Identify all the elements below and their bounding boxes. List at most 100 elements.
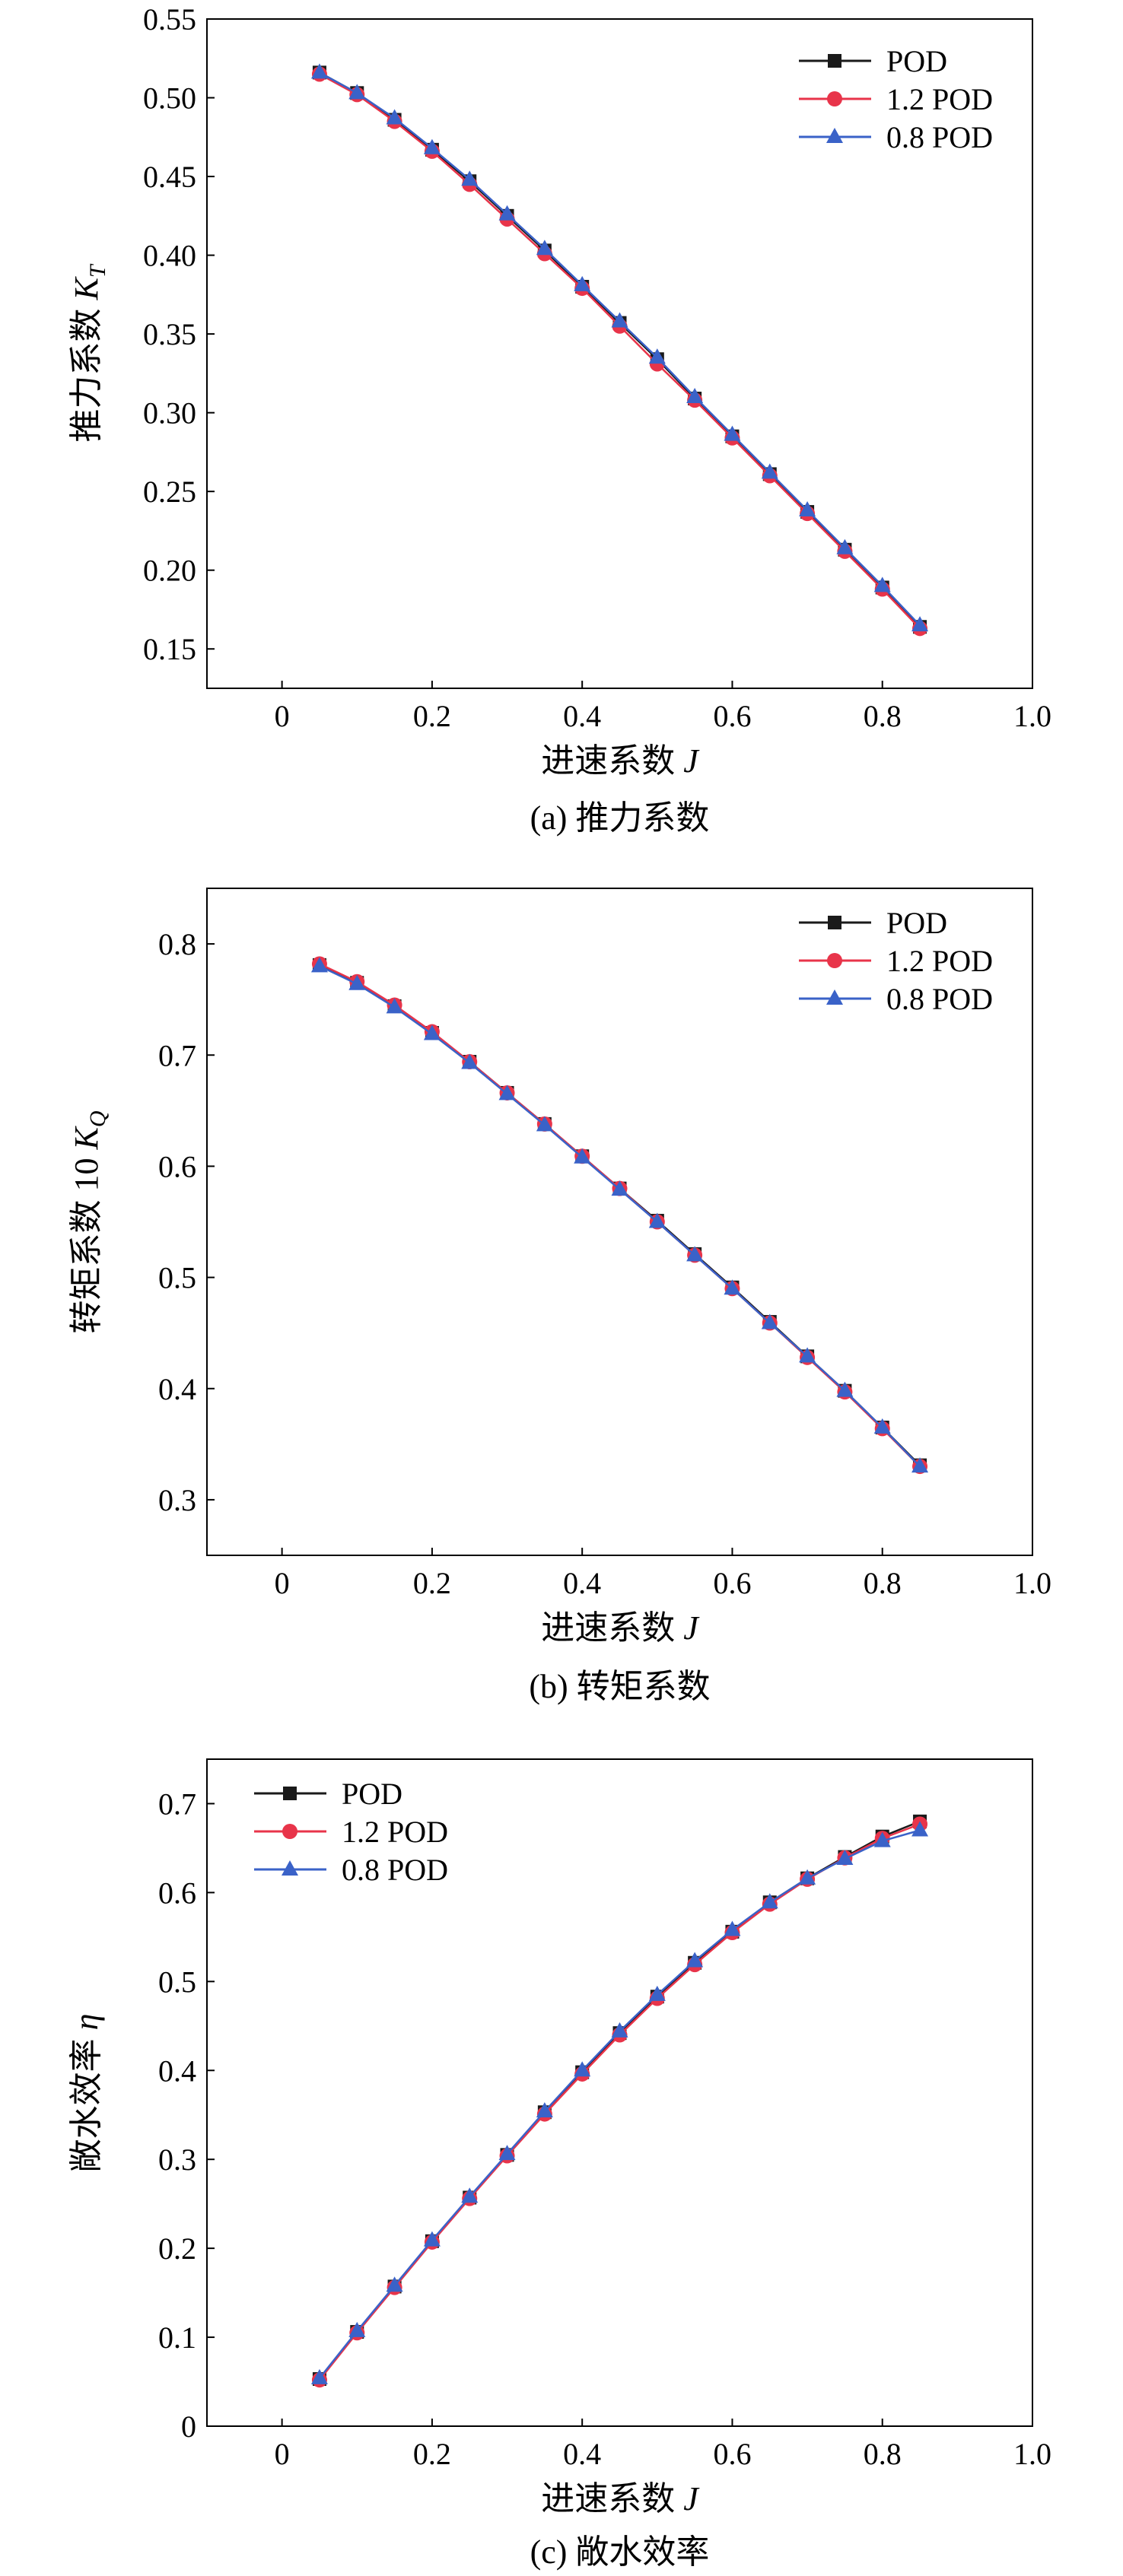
y-tick-label: 0.4 (158, 1372, 196, 1406)
y-tick-label: 0.7 (158, 1038, 196, 1072)
data-point (386, 2276, 403, 2292)
x-tick-label: 0 (275, 2437, 290, 2471)
x-tick-label: 0.8 (864, 2437, 902, 2471)
legend-label: POD (342, 1777, 402, 1811)
data-point (724, 425, 741, 441)
data-point (498, 2145, 516, 2161)
data-point (536, 2102, 553, 2118)
x-tick-label: 0.6 (713, 2437, 751, 2471)
chart-panel-a: 0 0.2 0.4 0.6 0.8 1.0 0.15 0.20 0.25 0.30 0.35 0.40… (68, 2, 1051, 837)
data-point (536, 1116, 553, 1132)
panel-caption: (c) 敞水效率 (530, 2533, 710, 2571)
data-point (574, 2061, 591, 2077)
legend-marker (282, 1860, 298, 1876)
legend-label: 0.8 POD (886, 982, 993, 1016)
legend-marker (283, 1787, 297, 1800)
data-point (761, 1313, 778, 1329)
data-point (873, 1418, 891, 1434)
data-point (423, 138, 441, 154)
plot-frame (206, 1758, 1033, 2427)
y-tick-label: 0.45 (143, 160, 196, 194)
legend-marker (827, 91, 842, 106)
x-tick-label: 0.4 (563, 699, 601, 733)
data-point (761, 1893, 778, 1909)
data-point (461, 1053, 479, 1069)
series-1-2-pod (311, 1816, 928, 2388)
legend-marker (827, 953, 842, 968)
data-point (310, 2368, 328, 2384)
data-point (873, 1831, 891, 1847)
data-point (310, 63, 328, 79)
series-pod (312, 958, 927, 1472)
series-line (319, 964, 921, 1466)
chart-panel-c: 0 0.2 0.4 0.6 0.8 1.0 0 0.1 0.2 0.3 0.4 0.5 0.6 0.7 PO… (68, 1758, 1051, 2571)
legend-marker (826, 128, 843, 143)
y-axis-label: 转矩系数 10 KQ (68, 1110, 110, 1333)
series-line (319, 71, 921, 627)
data-point (536, 240, 553, 256)
chart-panel-b: 0 0.2 0.4 0.6 0.8 1.0 0.3 0.4 0.5 0.6 0.7 0.8 POD 1.2… (68, 888, 1051, 1705)
data-point (310, 957, 328, 973)
legend-label: 1.2 POD (886, 82, 993, 116)
data-point (648, 1212, 666, 1228)
legend-marker (828, 916, 841, 929)
y-tick-label: 0.3 (158, 2142, 196, 2177)
y-tick-label: 0.35 (143, 317, 196, 351)
data-point (799, 1869, 816, 1885)
x-tick-label: 1.0 (1013, 2437, 1051, 2471)
legend-label: 1.2 POD (886, 944, 993, 978)
legend-marker (282, 1824, 297, 1839)
x-tick-label: 0.2 (413, 1566, 451, 1600)
series-line (319, 965, 921, 1467)
y-tick-label: 0.20 (143, 554, 196, 588)
data-point (911, 1821, 929, 1837)
data-point (648, 348, 666, 364)
y-tick-label: 0.5 (158, 1965, 196, 1999)
data-point (574, 275, 591, 291)
y-tick-label: 0.15 (143, 632, 196, 666)
x-tick-label: 1.0 (1013, 699, 1051, 733)
data-point (498, 1085, 516, 1101)
y-tick-label: 0.4 (158, 2053, 196, 2088)
data-point (873, 577, 891, 592)
plot-frame (206, 18, 1033, 689)
data-point (686, 387, 704, 403)
y-axis-label: 敞水效率 η (68, 2014, 105, 2173)
y-tick-label: 0.25 (143, 475, 196, 509)
x-tick-label: 0.2 (413, 699, 451, 733)
legend-marker (828, 54, 841, 68)
series-0-8-pod (310, 957, 929, 1473)
x-axis-label: 进速系数 J (541, 1609, 700, 1647)
data-point (911, 616, 929, 632)
data-point (461, 170, 479, 186)
y-tick-label: 0.50 (143, 81, 196, 116)
x-tick-label: 0.4 (563, 1566, 601, 1600)
data-point (348, 974, 366, 990)
series-1-2-pod (311, 956, 928, 1475)
data-point (724, 1279, 741, 1295)
series-0-8-pod (310, 63, 929, 632)
y-tick-label: 0.2 (158, 2231, 196, 2266)
data-point (348, 2321, 366, 2337)
data-point (461, 2187, 479, 2203)
legend: POD 1.2 POD 0.8 POD (799, 906, 993, 1016)
x-axis-label: 进速系数 J (541, 742, 700, 780)
legend-label: 0.8 POD (342, 1853, 448, 1887)
data-point (423, 2231, 441, 2247)
data-point (611, 312, 628, 328)
series-line (319, 1820, 921, 2380)
data-point (836, 1849, 854, 1865)
panel-caption: (b) 转矩系数 (529, 1668, 710, 1705)
data-point (611, 2022, 628, 2038)
legend-marker (826, 989, 843, 1005)
data-point (423, 1024, 441, 1040)
y-tick-label: 0.6 (158, 1876, 196, 1910)
series-line (319, 963, 921, 1467)
y-tick-label: 0.7 (158, 1787, 196, 1821)
data-point (799, 1347, 816, 1363)
x-tick-label: 0 (275, 1566, 290, 1600)
y-axis-label: 推力系数 KT (68, 263, 110, 442)
data-point (386, 109, 403, 125)
series-line (319, 1823, 921, 2381)
series-pod (312, 1814, 927, 2387)
